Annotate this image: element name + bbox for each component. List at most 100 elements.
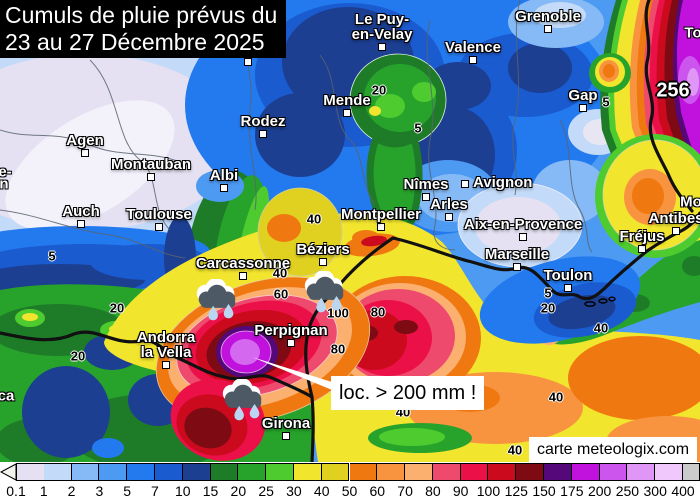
scale-tick-label: 100	[476, 483, 501, 499]
city-label: Fréjus	[619, 228, 665, 245]
rain-cloud-icon	[298, 271, 352, 321]
contour-label: 40	[548, 389, 564, 405]
scale-band	[43, 463, 72, 481]
scale-tick-label: 125	[504, 483, 528, 499]
scale-tick-label: 250	[615, 483, 640, 499]
city-marker	[422, 193, 430, 201]
city-label: Toulon	[543, 267, 593, 284]
city-marker	[155, 223, 163, 231]
city-label: Aix-en-Provence	[463, 216, 583, 233]
scale-tick-label: 20	[230, 483, 247, 499]
city-marker	[343, 109, 351, 117]
scale-tick-label: 10	[174, 483, 191, 499]
scale-band	[655, 463, 683, 481]
city-marker	[220, 184, 228, 192]
city-marker	[469, 56, 477, 64]
city-marker	[259, 130, 267, 138]
city-marker	[638, 245, 646, 253]
city-marker	[461, 180, 469, 188]
scale-tick-label: 300	[643, 483, 667, 499]
city-label: Marseille	[484, 246, 550, 263]
city-label: Rodez	[240, 113, 286, 130]
scale-band	[599, 463, 628, 481]
city-marker	[77, 220, 85, 228]
contour-label: 5	[414, 120, 422, 136]
contour-label: 40	[593, 320, 609, 336]
scale-labels: 0.1 1 2 3 5 7 10 15 20 25 30 40 50 60 70 80 90 100 125 150 1…	[0, 462, 700, 499]
city-label: Arles	[430, 196, 468, 213]
scale-tick-label: 150	[532, 483, 556, 499]
rain-cloud-icon	[216, 379, 270, 429]
watermark: carte meteologix.com	[529, 437, 698, 462]
scale-band	[349, 463, 378, 481]
scale-tick-label: 40	[313, 483, 330, 499]
scale-band	[627, 463, 656, 481]
scale-band	[377, 463, 406, 481]
contour-label: 5	[602, 94, 610, 110]
city-marker	[513, 263, 521, 271]
scale-tick-label: 175	[560, 483, 584, 499]
contour-label: 40	[507, 442, 523, 458]
contour-label: 5	[48, 248, 56, 264]
city-label: Le Puy-en-Velay	[351, 11, 413, 43]
city-marker	[147, 173, 155, 181]
scale-band	[293, 463, 322, 481]
scale-tick-label: 400	[671, 483, 695, 499]
scale-band	[99, 463, 128, 481]
scale-band	[71, 463, 100, 481]
city-label: Antibes	[648, 210, 700, 227]
scale-tick-label: 50	[341, 483, 358, 499]
color-scale: 0.1 1 2 3 5 7 10 15 20 25 30 40 50 60 70 80 90 100 125 150 1…	[0, 462, 700, 503]
city-marker	[519, 233, 527, 241]
city-label: Nîmes	[403, 176, 449, 193]
contour-label: 20	[70, 348, 86, 364]
city-marker	[162, 361, 170, 369]
scale-band	[460, 463, 489, 481]
scale-band	[266, 463, 294, 481]
city-marker	[244, 58, 252, 66]
scale-band	[154, 463, 183, 481]
scale-band	[571, 463, 600, 481]
city-label: Toulouse	[126, 206, 192, 223]
city-label: Avignon	[473, 174, 533, 191]
city-marker	[544, 25, 552, 33]
city-label: Agen	[66, 132, 104, 149]
scale-tick-label: 1	[39, 483, 48, 499]
city-label: Montpellier	[340, 206, 422, 223]
contour-label: 40	[306, 211, 322, 227]
city-label: Andorra la Vella	[136, 329, 196, 361]
scale-band	[432, 463, 461, 481]
scale-tick-label: 30	[286, 483, 302, 499]
scale-tick-label: 0.1	[6, 483, 26, 499]
edge-city-label: Mo	[680, 193, 700, 211]
scale-tick-label: 60	[369, 483, 386, 499]
contour-label: 20	[371, 82, 387, 98]
precipitation-map	[0, 0, 700, 462]
edge-city-label: ca	[0, 387, 15, 405]
edge-city-label: To	[684, 24, 700, 42]
map-area: Agen Montauban Albi Auch Toulouse Le Puy-en-V…	[0, 0, 700, 462]
contour-label: 80	[330, 341, 346, 357]
city-marker	[378, 43, 386, 51]
scale-tick-label: 25	[258, 483, 274, 499]
city-label: Girona	[261, 415, 311, 432]
scale-tick-label: 7	[151, 483, 159, 499]
city-marker	[564, 284, 572, 292]
city-marker	[377, 223, 385, 231]
scale-band	[544, 463, 572, 481]
city-marker	[319, 258, 327, 266]
scale-band	[238, 463, 267, 481]
scale-band	[210, 463, 239, 481]
scale-bar	[0, 463, 700, 481]
contour-label: 5	[544, 285, 552, 301]
contour-label: 80	[370, 304, 386, 320]
city-label: Perpignan	[254, 322, 328, 339]
scale-band	[127, 463, 155, 481]
contour-label: 60	[273, 286, 289, 302]
edge-city-label: e-	[0, 163, 12, 181]
contour-label: 20	[109, 300, 125, 316]
city-label: Montauban	[111, 156, 191, 173]
scale-band	[488, 463, 517, 481]
city-label: Mende	[323, 92, 371, 109]
